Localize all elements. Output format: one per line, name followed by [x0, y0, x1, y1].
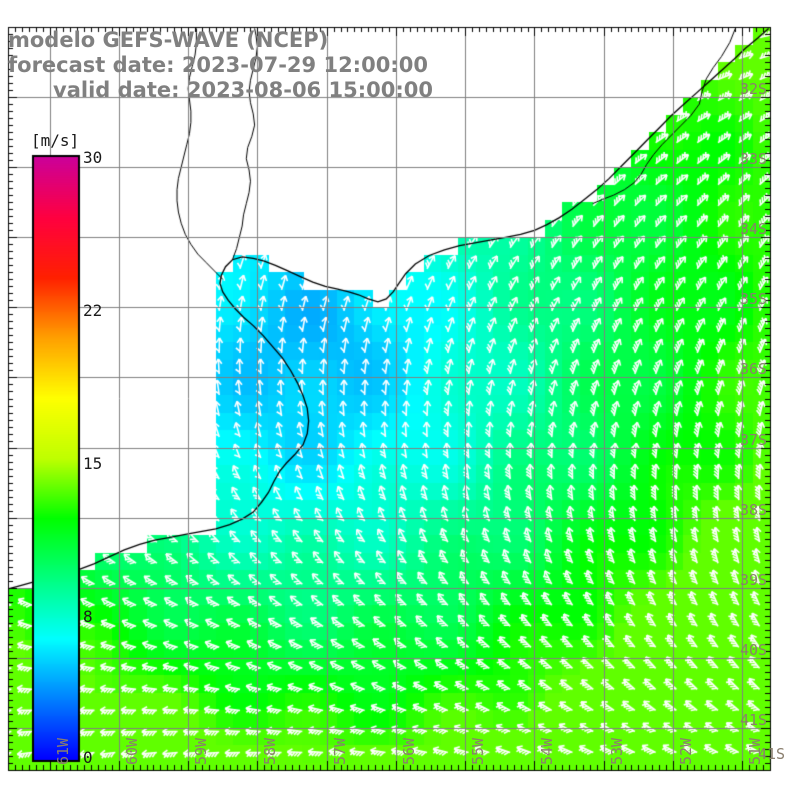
latitude-tick-36S: 36S	[740, 360, 768, 379]
longitude-tick-55W: 55W	[469, 737, 488, 765]
latitude-tick-35S: 35S	[740, 290, 768, 309]
latitude-tick-33S: 33S	[740, 150, 768, 169]
colorbar-units-label: [m/s]	[31, 131, 80, 150]
longitude-tick-57W: 57W	[330, 737, 349, 765]
longitude-tick-58W: 58W	[261, 737, 280, 765]
longitude-tick-53W: 53W	[607, 737, 626, 765]
colorbar-tick-8: 8	[83, 607, 93, 626]
latitude-tick-40S: 40S	[740, 640, 768, 659]
colorbar-tick-15: 15	[83, 454, 103, 473]
corner-latitude-label: 41S	[758, 745, 786, 763]
latitude-tick-32S: 32S	[740, 80, 768, 99]
longitude-tick-56W: 56W	[399, 737, 418, 765]
latitude-tick-37S: 37S	[740, 430, 768, 449]
latitude-tick-34S: 34S	[740, 220, 768, 239]
longitude-tick-54W: 54W	[538, 737, 557, 765]
latitude-tick-41S: 41S	[740, 710, 768, 729]
latitude-tick-38S: 38S	[740, 500, 768, 519]
colorbar-tick-0: 0	[83, 748, 93, 767]
longitude-tick-52W: 52W	[677, 737, 696, 765]
colorbar-tick-22: 22	[83, 301, 103, 320]
longitude-tick-61W: 61W	[53, 737, 72, 765]
longitude-tick-60W: 60W	[122, 737, 141, 765]
longitude-tick-59W: 59W	[192, 737, 211, 765]
colorbar-tick-30: 30	[83, 148, 103, 167]
latitude-tick-39S: 39S	[740, 570, 768, 589]
